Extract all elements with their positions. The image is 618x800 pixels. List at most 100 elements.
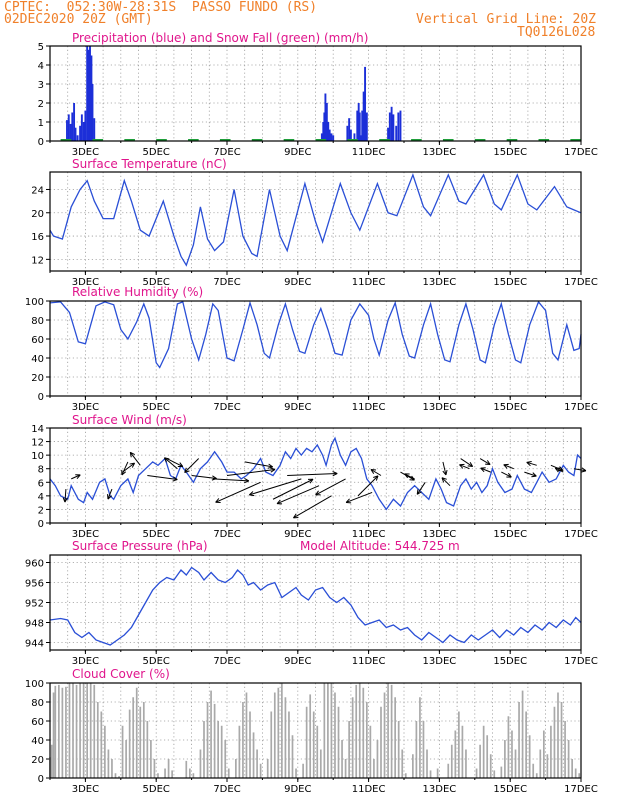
cloud-bar	[270, 711, 273, 778]
precip-bar	[388, 112, 391, 141]
precip-bar	[80, 114, 83, 141]
cloud-bar	[199, 749, 202, 778]
precip-bar	[90, 55, 93, 141]
press-frame	[49, 554, 582, 651]
rh-ytick-label: 20	[31, 373, 44, 384]
wind-arrow	[573, 467, 587, 473]
cloud-bar	[125, 740, 127, 778]
cloud-bar	[295, 768, 297, 778]
press-ytick-label: 956	[25, 579, 44, 590]
cloud-bar	[351, 697, 354, 778]
cloud-bar	[362, 687, 365, 778]
cloud-bar	[277, 687, 280, 778]
wind-arrow	[501, 471, 512, 478]
wind-arrow	[184, 458, 200, 474]
precip-bar	[71, 112, 74, 141]
precip-bar	[322, 122, 325, 141]
precip-bar	[69, 123, 72, 141]
cloud-bar	[578, 773, 581, 778]
cloud-bar	[415, 721, 418, 778]
press-ytick-label: 960	[25, 559, 44, 570]
cloud-bar	[128, 709, 131, 778]
cloud-bar	[557, 692, 559, 778]
wind-arrow	[107, 488, 113, 500]
cloud-bar	[528, 735, 531, 778]
temp-xtick-label: 11DEC	[352, 277, 386, 288]
temp-ytick-label: 20	[31, 209, 44, 220]
precip-bar	[91, 84, 94, 141]
wind-frame	[49, 427, 582, 524]
precip-xtick-label: 17DEC	[564, 147, 598, 158]
rh-xtick-label: 17DEC	[564, 402, 598, 413]
rh-ytick-label: 0	[38, 392, 44, 403]
rh-xtick-label: 13DEC	[423, 402, 457, 413]
temp-title: Surface Temperature (nC)	[72, 157, 227, 171]
wind-arrow	[226, 467, 276, 476]
cloud-bar	[358, 683, 361, 778]
cloud-bar	[394, 697, 396, 778]
cloud-bar	[330, 683, 333, 778]
wind-ytick-label: 14	[31, 424, 44, 435]
cloud-bar	[404, 773, 407, 778]
cloud-bar	[256, 749, 258, 778]
cloud-bar	[337, 706, 340, 778]
precip-bar	[358, 112, 361, 141]
cloud-bar	[150, 740, 152, 778]
cloud-bar	[121, 725, 124, 778]
precip-bar	[399, 110, 402, 141]
cloud-bar	[245, 692, 248, 778]
temp-ytick-label: 24	[31, 185, 44, 196]
cloud-ytick-label: 0	[38, 774, 44, 785]
precip-bar	[392, 114, 395, 141]
wind-arrow	[293, 495, 332, 519]
cloud-bar	[203, 721, 205, 778]
precip-bar	[86, 46, 89, 141]
cloud-xtick-label: 3DEC	[72, 784, 99, 795]
cloud-bar	[281, 683, 283, 778]
rh-frame	[49, 300, 582, 397]
cloud-bar	[185, 760, 188, 778]
cloud-xtick-label: 5DEC	[143, 784, 170, 795]
wind-arrow	[315, 478, 346, 496]
cloud-bar	[167, 759, 170, 778]
cloud-bar	[355, 684, 358, 778]
rh-xtick-label: 11DEC	[352, 402, 386, 413]
wind-xtick-label: 17DEC	[564, 529, 598, 540]
temp-xtick-label: 9DEC	[284, 277, 311, 288]
cloud-bar	[344, 759, 347, 778]
precip-bar	[73, 103, 76, 141]
cloud-bar	[539, 749, 542, 778]
precip-ytick-label: 3	[38, 80, 44, 91]
header-station: CPTEC: 052:30W-28:31S PASSO FUNDO (RS)	[4, 0, 318, 15]
cloud-bar	[465, 749, 467, 778]
precip-bar	[323, 112, 326, 141]
cloud-bar	[319, 749, 322, 778]
cloud-bar	[571, 759, 573, 778]
cloud-bar	[305, 706, 308, 778]
cloud-bar	[132, 697, 135, 778]
wind-arrow	[166, 458, 184, 468]
wind-xtick-label: 3DEC	[72, 529, 99, 540]
wind-arrow	[554, 467, 564, 473]
cloud-bar	[412, 754, 414, 778]
temp-frame	[49, 171, 582, 272]
cloud-bar	[429, 770, 432, 778]
wind-xtick-label: 15DEC	[493, 529, 527, 540]
cloud-bar	[114, 773, 117, 778]
precip-bar	[327, 122, 330, 141]
precip-bar	[356, 110, 359, 141]
cloud-xtick-label: 13DEC	[423, 784, 457, 795]
wind-xtick-label: 5DEC	[143, 529, 170, 540]
precip-bar	[365, 112, 368, 141]
cloud-bar	[50, 744, 53, 778]
wind-arrow	[71, 474, 81, 480]
press-xtick-label: 11DEC	[352, 656, 386, 667]
precip-xtick-label: 3DEC	[72, 147, 99, 158]
wind-arrow	[479, 458, 491, 466]
wind-ytick-label: 2	[38, 505, 44, 516]
cloud-bar	[288, 711, 290, 778]
press-panel	[46, 554, 582, 654]
cloud-bar	[93, 684, 96, 778]
cloud-ytick-label: 80	[31, 698, 44, 709]
